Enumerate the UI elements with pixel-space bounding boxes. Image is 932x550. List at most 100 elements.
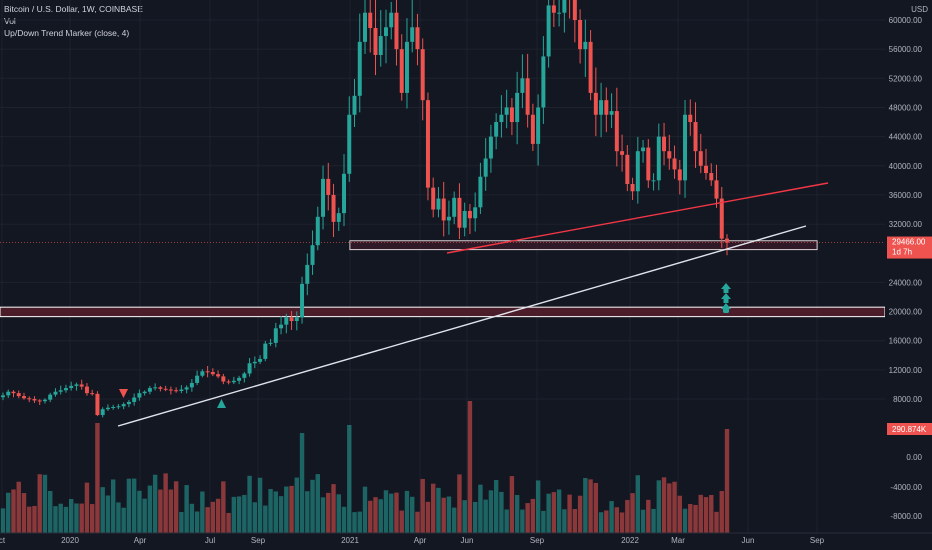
candle-body — [389, 12, 394, 28]
volume-bar — [399, 510, 404, 533]
volume-bar — [525, 503, 530, 533]
volume-bar — [126, 478, 132, 533]
candle-body — [436, 198, 441, 210]
volume-bar — [315, 474, 320, 533]
volume-bar — [368, 500, 373, 533]
candle-body — [368, 12, 373, 29]
price-tick-label: 44000.00 — [889, 133, 923, 142]
volume-bar — [425, 501, 431, 533]
volume-bar — [640, 509, 646, 533]
volume-bar — [446, 496, 452, 533]
volume-bar — [478, 484, 483, 533]
candle-body — [578, 20, 583, 50]
volume-bar — [215, 498, 221, 533]
candle-body — [216, 374, 221, 377]
candle-body — [709, 173, 714, 181]
volume-bar — [37, 474, 42, 533]
candle-body — [599, 100, 604, 115]
candle-body — [289, 317, 294, 322]
time-tick-label: Apr — [414, 536, 427, 545]
volume-bar — [278, 496, 284, 533]
volume-bar — [383, 490, 389, 533]
volume-bar — [273, 491, 279, 533]
price-axis: USD 60000.00 56000.00 52000.00 48000.00 44000… — [885, 0, 932, 550]
volume-bar — [84, 482, 90, 533]
volume-bar — [247, 475, 252, 533]
volume-bar — [509, 476, 515, 533]
volume-bar — [462, 500, 467, 533]
volume-bar — [541, 510, 546, 533]
price-axis-bg — [885, 0, 932, 550]
volume-bar — [131, 478, 137, 533]
candle-body — [336, 213, 341, 222]
candle-body — [221, 376, 226, 382]
candle-body — [641, 147, 646, 152]
time-tick-label: 2020 — [61, 536, 79, 545]
volume-bar — [493, 479, 499, 533]
candle-body — [488, 136, 493, 159]
candle-body — [284, 317, 289, 325]
volume-bar — [693, 504, 698, 533]
volume-tag-label: 290.874K — [892, 425, 927, 434]
candle-body — [667, 151, 672, 159]
volume-bar — [89, 504, 95, 533]
candle-body — [520, 78, 525, 93]
candle-body — [58, 390, 63, 392]
volume-bar — [268, 488, 273, 533]
candle-body — [174, 390, 179, 392]
candle-body — [473, 207, 478, 219]
candle-body — [446, 216, 451, 221]
candle-body — [63, 388, 68, 391]
volume-bar — [682, 508, 688, 533]
volume-bar — [27, 506, 32, 533]
candle-body — [551, 5, 556, 13]
price-tick-label: 52000.00 — [889, 74, 923, 83]
volume-bar — [257, 477, 263, 533]
volume-bar — [284, 486, 289, 533]
candle-body — [719, 198, 724, 239]
candle-body — [363, 12, 367, 42]
volume-bar — [6, 492, 11, 533]
candle-body — [242, 373, 247, 378]
volume-bar — [724, 429, 730, 533]
candle-body — [704, 165, 709, 174]
volume-bar — [48, 490, 53, 533]
volume-bar — [546, 493, 551, 533]
candle-body — [415, 27, 420, 50]
volume-bar — [488, 490, 494, 533]
candle-body — [179, 389, 184, 391]
candle-body — [142, 391, 147, 394]
candle-body — [530, 114, 535, 144]
volume-bar — [137, 490, 142, 533]
volume-bar — [514, 495, 520, 533]
candle-body — [158, 387, 163, 389]
candle-body — [116, 406, 121, 408]
volume-bar — [588, 479, 593, 533]
chart-legend: Bitcoin / U.S. Dollar, 1W, COINBASE Vol … — [4, 3, 143, 39]
candle-body — [420, 49, 425, 101]
candle-body — [698, 151, 703, 166]
volume-bar — [158, 489, 163, 533]
volume-bar — [635, 475, 641, 533]
volume-bar — [651, 508, 656, 533]
candle-body — [210, 372, 215, 375]
volume-bar — [142, 498, 147, 533]
price-tick-label: 40000.00 — [889, 162, 923, 171]
candle-body — [263, 343, 268, 359]
candle-body — [126, 401, 131, 405]
candle-body — [111, 407, 116, 409]
volume-bar — [614, 507, 620, 533]
red-trendline — [446, 182, 829, 254]
volume-bar — [121, 507, 126, 533]
candle-body — [279, 324, 284, 329]
candle-body — [300, 283, 305, 318]
volume-bar — [483, 499, 488, 533]
candle-body — [651, 180, 656, 182]
candle-body — [168, 389, 173, 391]
candle-body — [27, 398, 32, 400]
price-tick-label: 48000.00 — [889, 103, 923, 112]
candle-body — [321, 178, 326, 217]
volume-tick-label: -4000.00 — [890, 483, 922, 492]
candle-body — [6, 391, 11, 396]
